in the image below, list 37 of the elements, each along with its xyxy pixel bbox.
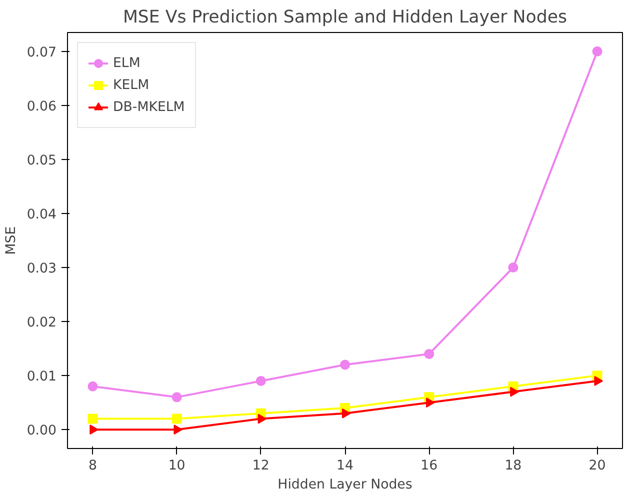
chart-title: MSE Vs Prediction Sample and Hidden Layer Nodes [122,8,568,28]
point [508,262,518,273]
x-axis-title: Hidden Layer Nodes [278,478,412,492]
point [424,348,434,359]
point [174,424,183,435]
point [510,386,519,397]
point [172,392,182,402]
point [594,376,603,386]
point [172,414,182,424]
point [340,360,350,370]
point [592,46,602,56]
point [258,414,267,424]
y-tick-label: 0.04 [26,207,57,222]
y-tick-label: 0.06 [26,99,57,114]
point [90,424,98,435]
y-tick-label: 0.00 [26,424,57,439]
point [88,414,98,424]
point [426,398,435,408]
x-tick-label: 12 [252,458,270,474]
x-tick-label: 20 [588,458,606,474]
y-tick-label: 0.02 [26,316,57,331]
y-axis-title: MSE [4,226,19,255]
point [256,376,266,386]
legend-label: ELM [113,56,140,70]
y-tick-label: 0.01 [26,370,57,385]
legend-label: KELM [113,78,150,92]
x-tick-label: 8 [88,458,97,474]
x-tick-label: 10 [168,458,186,474]
y-tick-label: 0.05 [26,153,57,168]
x-tick-label: 18 [504,458,522,474]
y-tick-label: 0.03 [26,262,57,277]
y-tick-label: 0.07 [26,45,57,60]
legend-label: DB-MKELM [113,100,185,114]
point [342,408,351,418]
x-tick-label: 16 [420,458,438,474]
x-tick-label: 14 [336,458,354,474]
point [88,381,98,392]
